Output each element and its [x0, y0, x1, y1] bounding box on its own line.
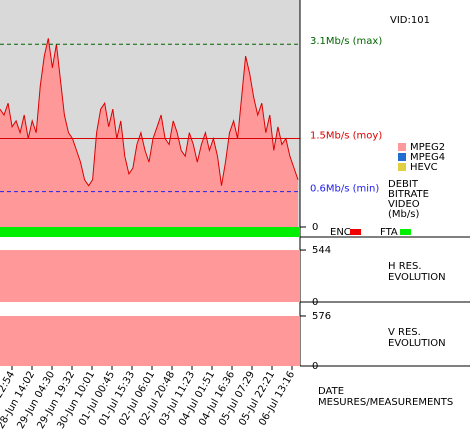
y-tick-label: 544: [312, 245, 331, 256]
status-band: [0, 227, 300, 237]
area: [0, 38, 298, 227]
legend-swatch: [398, 163, 406, 171]
legend-swatch: [398, 153, 406, 161]
id-label: VID:101: [390, 15, 430, 26]
reference-label: 0.6Mb/s (min): [310, 184, 379, 195]
res-area: [0, 315, 300, 366]
line: [0, 38, 299, 187]
status-label: FTA: [380, 227, 398, 238]
v-title-box: V RES. EVOLUTION: [388, 327, 446, 349]
h-title-box: H RES. EVOLUTION: [388, 261, 446, 283]
axis-title-box: DEBIT BITRATE VIDEO (Mb/s): [388, 180, 429, 220]
y-tick-label: 576: [312, 311, 331, 322]
status-swatch: [350, 229, 361, 235]
axis-title: DEBIT BITRATE VIDEO (Mb/s): [388, 180, 429, 220]
y-tick-label: 0: [312, 361, 318, 372]
legend-label: MPEG2: [410, 142, 445, 153]
x-title: DATE MESURES/MEASUREMENTS: [318, 386, 454, 408]
y-tick-label: 0: [312, 297, 318, 308]
legend-swatch: [398, 143, 406, 151]
reference-label: 1.5Mb/s (moy): [310, 131, 382, 142]
legend-label: MPEG4: [410, 152, 445, 163]
reference-label: 3.1Mb/s (max): [310, 36, 382, 47]
status-swatch: [400, 229, 411, 235]
y-tick-label: 0: [312, 222, 318, 233]
h-res-title: H RES. EVOLUTION: [388, 261, 446, 283]
status-label: ENC: [330, 227, 351, 238]
res-area: [0, 250, 300, 302]
v-res-title: V RES. EVOLUTION: [388, 327, 446, 349]
x-title-box: DATE MESURES/MEASUREMENTS: [318, 386, 454, 408]
legend-label: HEVC: [410, 162, 438, 173]
